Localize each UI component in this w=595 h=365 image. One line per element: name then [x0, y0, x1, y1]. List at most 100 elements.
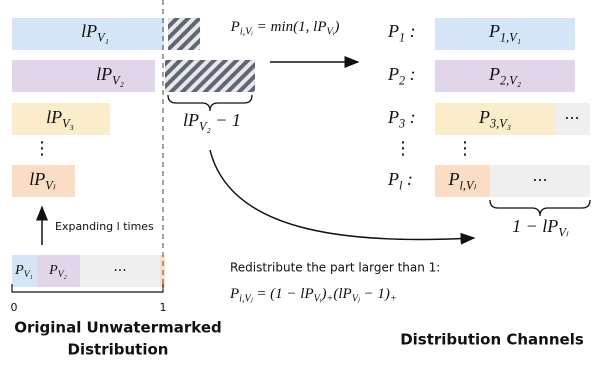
math-part: = min(1, lP — [253, 19, 326, 35]
math-part: P — [488, 64, 500, 84]
channel-name: P1 : — [387, 21, 416, 44]
bar-v2 — [12, 60, 155, 92]
math-subscript: Vₗ — [45, 178, 55, 192]
channel-1 — [435, 18, 575, 50]
remainder-label: 1 − lPVₗ — [512, 216, 569, 239]
dots: ⋮ — [394, 138, 412, 159]
seg-2 — [37, 255, 80, 287]
seg-1 — [12, 255, 37, 287]
math-subscript: l — [399, 178, 403, 192]
dots: ⋮ — [33, 138, 51, 159]
math-part: : — [405, 107, 416, 127]
curved-arrow — [209, 149, 476, 245]
math-subscript: l,Vₗ — [460, 178, 477, 192]
math-part: : — [405, 64, 416, 84]
ellipsis: ··· — [564, 109, 579, 128]
channel-l — [435, 165, 490, 197]
tick-label: 1 — [160, 301, 167, 314]
math-subscript: Vᵢ — [314, 294, 322, 305]
math-part: P — [488, 21, 500, 41]
math-part: P — [387, 107, 399, 127]
math-part: P — [229, 286, 239, 302]
hatch-1 — [168, 18, 200, 50]
math-subscript: V₂ — [199, 119, 211, 133]
bar-label: lPV₂ — [96, 64, 124, 87]
math-subscript: 2 — [399, 73, 405, 87]
ellipsis: ··· — [532, 171, 547, 190]
channel-l-rest — [490, 165, 590, 197]
math-part: = (1 − lP — [253, 286, 314, 302]
channel-label: P3,V₃ — [478, 107, 511, 130]
bar-vl — [12, 165, 75, 197]
channel-2 — [435, 60, 575, 92]
seg-3 — [80, 255, 160, 287]
channel-name: P2 : — [387, 64, 416, 87]
title: Original Unwatermarked — [14, 319, 222, 337]
bar-label: lPV₁ — [81, 21, 109, 44]
bar-v1 — [12, 18, 164, 50]
math-subscript: i,Vᵢ — [240, 27, 254, 38]
math-part: lP — [46, 107, 62, 127]
math-part: ) — [320, 286, 326, 302]
channel-label: P1,V₁ — [488, 21, 521, 44]
math-subscript: Vⱼ — [352, 294, 361, 305]
ellipsis: ··· — [113, 263, 126, 279]
bar-v3 — [12, 103, 110, 135]
math-part: : — [405, 21, 416, 41]
math-part: P — [387, 21, 399, 41]
tick-label: 0 — [11, 301, 18, 314]
math-subscript: i,Vⱼ — [239, 294, 254, 305]
bar-label: lPVₗ — [29, 169, 55, 192]
title: Distribution — [68, 341, 169, 359]
formula: Pi,Vᵢ = min(1, lPVᵢ) — [230, 19, 340, 37]
dots: ⋮ — [456, 138, 474, 159]
math-subscript: Vₗ — [558, 225, 568, 239]
math-part: P — [14, 263, 24, 278]
math-part: P — [230, 19, 240, 35]
channel-3-rest — [555, 103, 590, 135]
segment-label: PV₁ — [14, 263, 33, 280]
overflow-label: lPV₂ − 1 — [183, 110, 241, 133]
math-subscript: 2,V₂ — [500, 73, 521, 87]
bar-label: lPV₃ — [46, 107, 74, 130]
math-subscript: V₂ — [58, 270, 68, 280]
math-part: P — [387, 169, 399, 189]
channel-label: Pl,Vₗ — [448, 169, 477, 192]
expand-label: Expanding l times — [55, 220, 154, 233]
math-part: − 1 — [211, 110, 241, 130]
math-part: lP — [81, 21, 97, 41]
brace-right — [489, 199, 591, 217]
channel-label: P2,V₂ — [488, 64, 521, 87]
channel-name: Pl : — [387, 169, 413, 192]
math-part: P — [48, 263, 58, 278]
math-subscript: + — [326, 294, 333, 305]
math-part: (lP — [333, 286, 351, 302]
note: Redistribute the part larger than 1: — [230, 261, 440, 275]
math-subscript: + — [390, 294, 397, 305]
formula: Pi,Vⱼ = (1 − lPVᵢ)+(lPVⱼ − 1)+ — [229, 286, 397, 304]
channel-3 — [435, 103, 555, 135]
title: Distribution Channels — [400, 331, 584, 349]
hatch-2 — [165, 60, 255, 92]
math-part: P — [478, 107, 490, 127]
math-subscript: 1 — [399, 30, 405, 44]
math-part: P — [387, 64, 399, 84]
math-subscript: V₁ — [24, 270, 33, 280]
math-part: − 1) — [360, 286, 390, 302]
math-part: ) — [333, 19, 339, 35]
brace — [167, 94, 253, 112]
math-subscript: Vᵢ — [327, 27, 335, 38]
channel-name: P3 : — [387, 107, 416, 130]
math-part: lP — [29, 169, 45, 189]
math-subscript: V₁ — [97, 30, 109, 44]
math-part: P — [448, 169, 460, 189]
math-part: : — [402, 169, 413, 189]
math-subscript: 3 — [398, 116, 405, 130]
math-part: lP — [183, 110, 199, 130]
math-subscript: 3,V₃ — [489, 116, 511, 130]
math-part: 1 − lP — [512, 216, 558, 236]
math-subscript: V₂ — [112, 73, 124, 87]
math-subscript: V₃ — [62, 116, 74, 130]
segment-label: PV₂ — [48, 263, 67, 280]
